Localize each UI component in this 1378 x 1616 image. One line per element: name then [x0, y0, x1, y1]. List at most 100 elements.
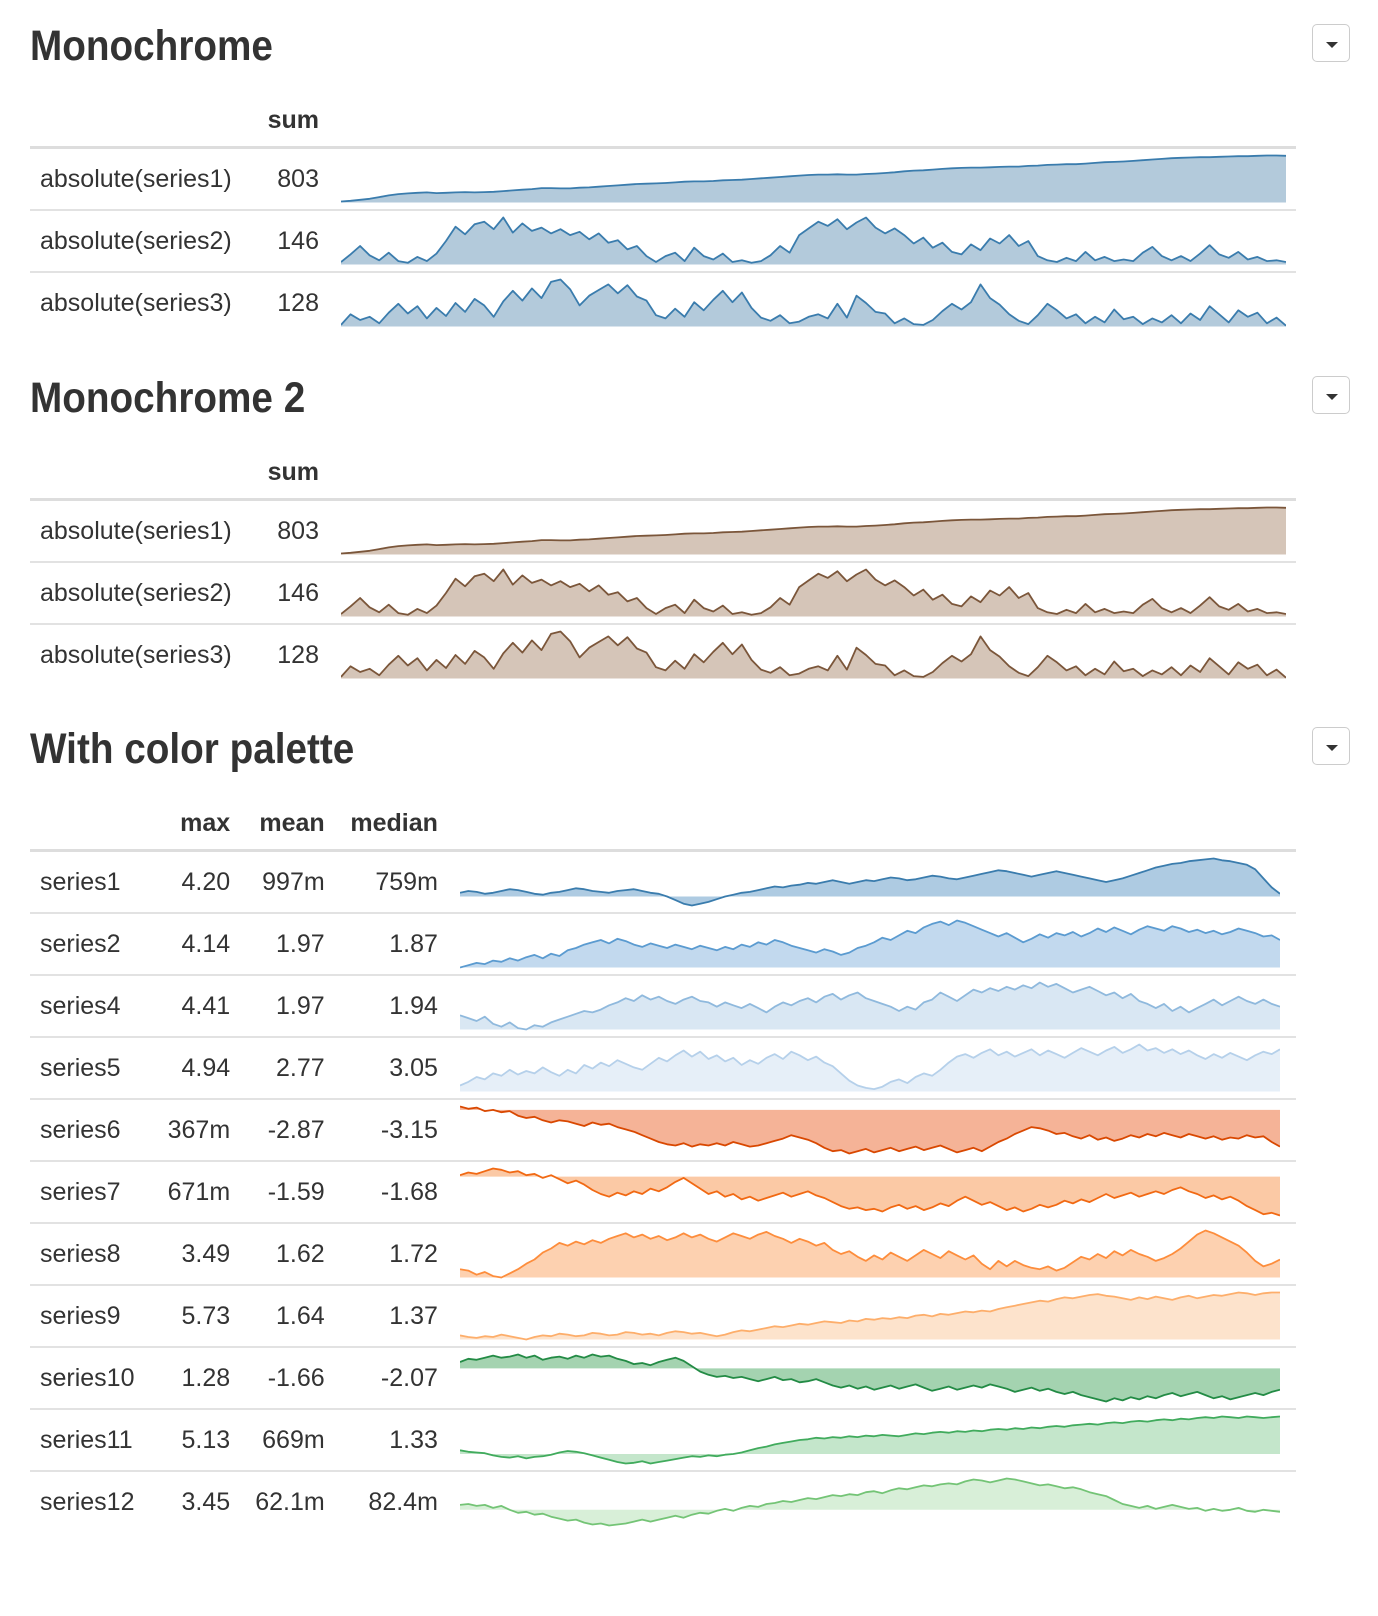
series-name[interactable]: series2: [40, 929, 121, 958]
series-name[interactable]: series9: [40, 1301, 121, 1330]
stat-max: 4.14: [181, 929, 231, 958]
sparkline-line: [459, 1353, 1280, 1403]
sparkline-area: [459, 858, 1280, 906]
stat-max: 5.13: [181, 1425, 231, 1454]
sparkline-cell: [448, 1223, 1296, 1285]
stat-max: 5.73: [181, 1301, 231, 1330]
sparkline-area: [459, 1292, 1280, 1340]
header-spacer: [329, 446, 1296, 500]
sparkline-series2: [459, 919, 1280, 969]
caret-down-icon: [1326, 42, 1338, 48]
stat-sum: 803: [277, 164, 319, 193]
sparkline-absolute(series3): [340, 278, 1286, 327]
table-row: series4 4.41 1.97 1.94: [30, 975, 1296, 1037]
stat-median: 1.37: [389, 1301, 438, 1330]
stat-median: 759m: [375, 867, 438, 896]
panel-menu-button[interactable]: [1312, 727, 1350, 765]
stat-mean: 1.97: [276, 929, 325, 958]
panel-title: With color palette: [30, 725, 355, 773]
sparkline-cell: [448, 975, 1296, 1037]
sparkline-area: [459, 1168, 1280, 1216]
sparkline-line: [459, 919, 1280, 969]
sparkline-line: [340, 154, 1286, 203]
series-name[interactable]: series12: [40, 1487, 135, 1516]
sparkline-absolute(series1): [340, 154, 1286, 203]
stat-median: 1.33: [389, 1425, 438, 1454]
series-name[interactable]: series6: [40, 1115, 121, 1144]
stat-mean: 1.64: [276, 1301, 325, 1330]
column-header-mean[interactable]: mean: [259, 808, 325, 837]
series-name[interactable]: series1: [40, 867, 121, 896]
stat-median: 1.72: [389, 1239, 438, 1268]
stat-median: 3.05: [389, 1053, 438, 1082]
sparkline-area: [459, 1354, 1280, 1402]
sparkline-line: [459, 981, 1280, 1031]
sparkline-line: [459, 1477, 1280, 1527]
sparkline-line: [459, 1167, 1280, 1217]
sparkline-area: [340, 279, 1286, 327]
stat-median: 1.94: [389, 991, 438, 1020]
sparkline-table: sum absolute(series1) 803 absolute(series2)…: [30, 446, 1296, 685]
table-row: series9 5.73 1.64 1.37: [30, 1285, 1296, 1347]
table-row: series6 367m -2.87 -3.15: [30, 1099, 1296, 1161]
stat-sum: 803: [277, 516, 319, 545]
series-name[interactable]: series4: [40, 991, 121, 1020]
sparkline-series4: [459, 981, 1280, 1031]
sparkline-cell: [448, 1037, 1296, 1099]
stat-mean: 62.1m: [255, 1487, 325, 1516]
series-name[interactable]: series5: [40, 1053, 121, 1082]
panel-title: Monochrome 2: [30, 374, 306, 422]
sparkline-cell: [448, 851, 1296, 914]
caret-down-icon: [1326, 745, 1338, 751]
panel-menu-button[interactable]: [1312, 376, 1350, 414]
column-header-median[interactable]: median: [350, 808, 438, 837]
sparkline-area: [459, 1416, 1280, 1464]
series-name[interactable]: series8: [40, 1239, 121, 1268]
sparkline-area: [340, 155, 1286, 203]
caret-down-icon: [1326, 394, 1338, 400]
panel-menu-button[interactable]: [1312, 24, 1350, 62]
series-name[interactable]: absolute(series3): [40, 640, 232, 669]
stat-sum: 146: [277, 578, 319, 607]
stat-mean: 997m: [262, 867, 325, 896]
series-name[interactable]: absolute(series2): [40, 226, 232, 255]
series-name[interactable]: absolute(series3): [40, 288, 232, 317]
sparkline-line: [340, 506, 1286, 555]
sparkline-line: [340, 568, 1286, 616]
series-name[interactable]: absolute(series1): [40, 516, 232, 545]
stat-mean: -1.66: [267, 1363, 325, 1392]
sparkline-area: [459, 1044, 1280, 1092]
sparkline-series9: [459, 1291, 1280, 1341]
stat-median: -2.07: [380, 1363, 438, 1392]
header-spacer: [30, 797, 158, 851]
sparkline-cell: [329, 624, 1296, 685]
column-header-sum[interactable]: sum: [267, 105, 319, 134]
stat-max: 4.41: [181, 991, 231, 1020]
table-row: series10 1.28 -1.66 -2.07: [30, 1347, 1296, 1409]
table-row: series7 671m -1.59 -1.68: [30, 1161, 1296, 1223]
stat-sum: 146: [277, 226, 319, 255]
header-row: sum: [30, 446, 1296, 500]
sparkline-cell: [329, 210, 1296, 272]
stat-sum: 128: [277, 288, 319, 317]
column-header-max[interactable]: max: [180, 808, 231, 837]
series-name[interactable]: series11: [40, 1425, 133, 1454]
sparkline-line: [459, 1291, 1280, 1341]
sparkline-series7: [459, 1167, 1280, 1217]
sparkline-line: [340, 216, 1286, 264]
series-name[interactable]: series10: [40, 1363, 135, 1392]
series-name[interactable]: series7: [40, 1177, 121, 1206]
sparkline-absolute(series3): [340, 630, 1286, 679]
sparkline-area: [340, 217, 1286, 265]
stat-median: -1.68: [380, 1177, 438, 1206]
stat-max: 3.45: [181, 1487, 231, 1516]
series-name[interactable]: absolute(series1): [40, 164, 232, 193]
header-spacer: [30, 446, 254, 500]
column-header-sum[interactable]: sum: [267, 457, 319, 486]
series-name[interactable]: absolute(series2): [40, 578, 232, 607]
stat-median: 82.4m: [368, 1487, 438, 1516]
sparkline-area: [459, 982, 1280, 1030]
table-row: series1 4.20 997m 759m: [30, 851, 1296, 914]
stat-max: 4.20: [181, 867, 231, 896]
sparkline-line: [459, 857, 1280, 907]
